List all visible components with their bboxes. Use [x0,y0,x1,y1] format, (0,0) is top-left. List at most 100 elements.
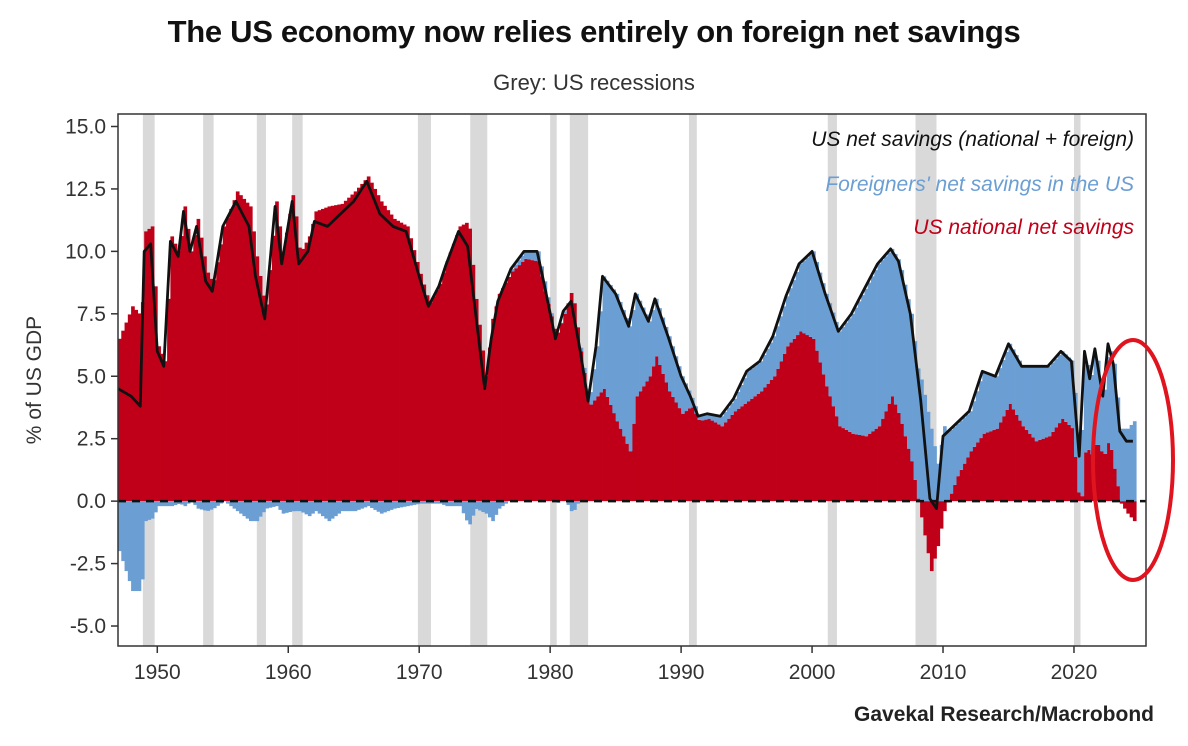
foreign-savings-bar [1005,351,1009,410]
national-savings-bar [923,501,928,536]
foreign-savings-bar [360,501,364,509]
national-savings-bar [704,419,708,502]
foreign-savings-bar [510,268,515,272]
foreign-savings-bar [700,415,705,421]
foreign-savings-bar [481,501,486,513]
national-savings-bar [602,388,607,502]
national-savings-bar [694,413,698,502]
national-savings-bar [386,210,391,502]
foreign-savings-bar [203,501,207,511]
foreign-savings-bar [396,501,400,509]
national-savings-bar [278,226,283,502]
national-savings-bar [252,231,256,502]
national-savings-bar [1119,501,1124,504]
foreign-savings-bar [789,288,793,343]
foreign-savings-bar [415,501,420,505]
national-savings-bar [543,291,548,502]
national-savings-bars [118,176,1137,572]
national-savings-bar [317,210,322,502]
national-savings-bar [929,501,934,572]
foreign-savings-bar [422,501,427,504]
national-savings-bar [196,218,201,502]
foreign-savings-bar [465,501,469,521]
foreign-savings-bar [324,501,328,519]
foreign-savings-bar [998,368,1003,423]
foreign-savings-bar [1087,365,1091,450]
foreign-savings-bar [366,501,371,507]
foreign-savings-bar [599,311,603,393]
national-savings-bar [501,288,505,502]
x-tick-label: 2020 [1051,661,1098,684]
foreign-savings-bar [298,501,302,512]
national-savings-bar [334,205,338,502]
foreign-savings-bar [972,401,977,447]
national-savings-bar [366,176,371,502]
national-savings-bar [926,501,931,554]
national-savings-bar [887,403,892,502]
chart-subtitle: Grey: US recessions [493,70,695,95]
national-savings-bar [825,386,829,502]
highlight-circle-annotation [1091,338,1175,582]
foreign-savings-bar [805,257,810,336]
national-savings-bar [1103,453,1108,502]
foreign-savings-bar [1047,366,1052,437]
national-savings-bar [360,183,364,502]
legend-foreign-savings: Foreigners' net savings in the US [825,173,1134,196]
national-savings-bar [209,278,214,502]
national-savings-bar [546,303,551,502]
national-savings-bar [478,324,482,502]
national-savings-bar [429,302,433,502]
national-savings-bar [779,361,783,502]
national-savings-bar [903,436,908,502]
national-savings-bar [1132,501,1137,522]
foreign-savings-bar [910,313,914,462]
national-savings-bar [422,284,427,502]
national-savings-bar [340,203,345,502]
national-savings-bar [857,434,862,502]
national-savings-bar [412,250,417,502]
national-savings-bar [959,469,964,502]
national-savings-bar [527,259,531,502]
foreign-savings-bar [841,326,846,429]
foreign-savings-bar [1060,351,1065,419]
national-savings-bar [144,231,148,502]
national-savings-bar [559,323,564,502]
foreign-savings-bar [235,501,240,512]
national-savings-bar [442,272,446,502]
foreign-savings-bar [828,303,833,397]
national-savings-bar [743,403,747,502]
national-savings-bar [1015,414,1019,502]
national-savings-bar [1041,438,1045,502]
national-savings-bar [1037,439,1042,502]
foreign-savings-bar [818,272,823,363]
foreign-savings-bar [275,501,279,507]
national-savings-bar [399,222,404,502]
national-savings-bar [566,303,571,502]
y-axis-label: % of US GDP [23,316,46,444]
foreign-savings-bar [812,251,816,339]
national-savings-bar [471,264,476,502]
national-savings-bar [206,272,211,502]
foreign-savings-bar [255,501,260,522]
national-savings-bar [943,501,947,512]
national-savings-bar [376,195,381,502]
foreign-savings-bar [1100,380,1104,452]
foreign-savings-bar [288,501,292,513]
foreign-savings-bar [258,501,263,517]
foreign-savings-bar [733,398,738,412]
foreign-savings-bar [131,501,135,592]
national-savings-bar [595,396,600,502]
foreign-savings-bar [668,336,672,392]
foreign-savings-bar [442,501,446,505]
foreign-savings-bar [451,501,456,507]
y-tick-label: 12.5 [65,178,106,201]
foreign-savings-bar [530,251,535,261]
national-savings-bar [910,461,914,502]
y-tick-label: 7.5 [77,303,106,326]
foreign-savings-bar [1116,397,1121,487]
foreign-savings-bar [1090,375,1095,455]
national-savings-bar [671,396,675,502]
national-savings-bar [805,335,810,502]
foreign-savings-bar [209,501,214,510]
foreign-savings-bar [1119,428,1124,502]
